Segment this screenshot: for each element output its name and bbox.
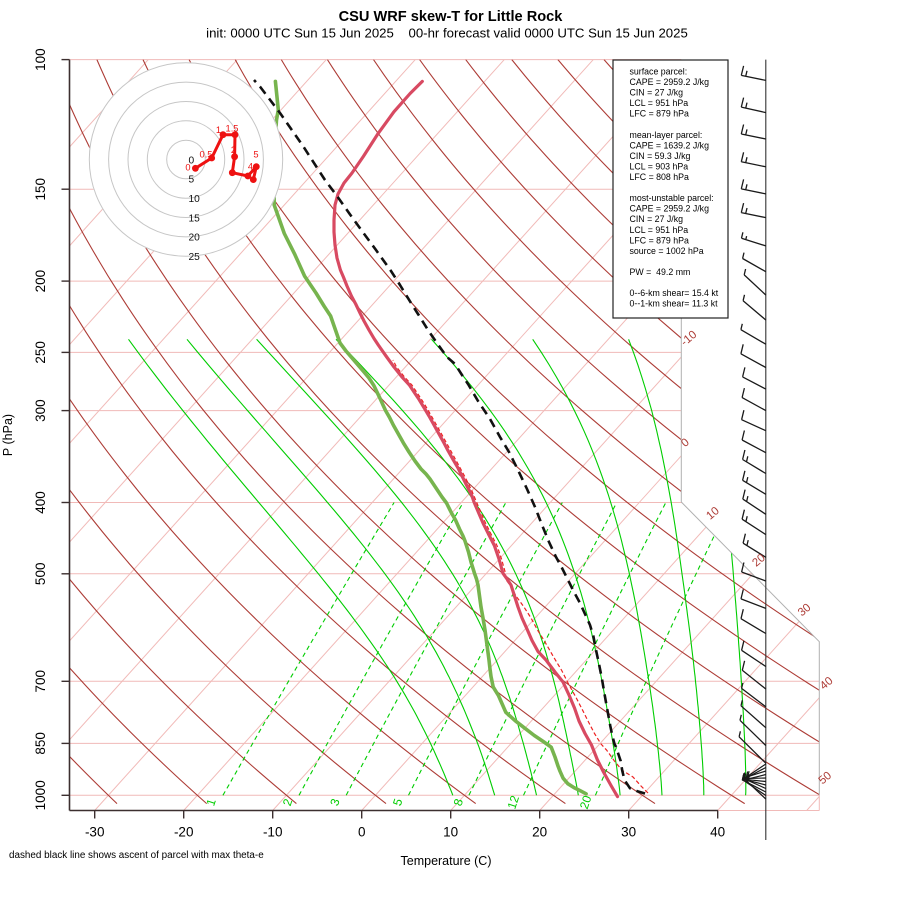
- svg-text:100: 100: [33, 48, 48, 71]
- svg-text:P (hPa): P (hPa): [1, 414, 15, 456]
- svg-text:0: 0: [185, 163, 190, 173]
- svg-text:300: 300: [33, 399, 48, 422]
- svg-text:most-unstable parcel:: most-unstable parcel:: [630, 193, 714, 203]
- svg-text:LCL = 951 hPa: LCL = 951 hPa: [630, 98, 689, 108]
- svg-text:0: 0: [358, 825, 366, 840]
- svg-text:1: 1: [203, 797, 218, 808]
- svg-text:-30: -30: [85, 825, 105, 840]
- svg-text:init: 0000 UTC Sun 15 Jun 2025: init: 0000 UTC Sun 15 Jun 2025 00-hr for…: [206, 26, 688, 41]
- svg-text:PW = 49.2 mm: PW = 49.2 mm: [630, 267, 691, 277]
- svg-text:20: 20: [577, 793, 595, 810]
- svg-text:2: 2: [280, 797, 295, 808]
- svg-text:5: 5: [390, 797, 405, 808]
- svg-text:0.5: 0.5: [200, 150, 213, 160]
- svg-text:5: 5: [189, 175, 195, 186]
- svg-text:source = 1002 hPa: source = 1002 hPa: [630, 246, 704, 256]
- svg-text:dashed black line shows ascent: dashed black line shows ascent of parcel…: [9, 850, 264, 861]
- svg-text:LFC = 879 hPa: LFC = 879 hPa: [630, 109, 690, 119]
- svg-text:20: 20: [532, 825, 547, 840]
- svg-text:5: 5: [253, 150, 258, 160]
- svg-text:CAPE = 2959.2 J/kg: CAPE = 2959.2 J/kg: [630, 204, 710, 214]
- svg-text:25: 25: [189, 252, 201, 263]
- svg-text:LCL = 903 hPa: LCL = 903 hPa: [630, 162, 689, 172]
- svg-text:15: 15: [189, 213, 201, 224]
- svg-text:-10: -10: [263, 825, 283, 840]
- svg-text:250: 250: [33, 341, 48, 364]
- svg-text:4: 4: [248, 162, 253, 172]
- svg-text:CAPE = 2959.2 J/kg: CAPE = 2959.2 J/kg: [630, 77, 710, 87]
- svg-text:LFC = 808 hPa: LFC = 808 hPa: [630, 172, 690, 182]
- svg-text:150: 150: [33, 178, 48, 201]
- svg-text:12: 12: [505, 793, 523, 810]
- svg-text:LCL = 951 hPa: LCL = 951 hPa: [630, 225, 689, 235]
- svg-text:700: 700: [33, 670, 48, 693]
- svg-text:0: 0: [189, 155, 195, 166]
- svg-text:1: 1: [216, 125, 221, 135]
- svg-text:20: 20: [189, 233, 201, 244]
- svg-text:850: 850: [33, 732, 48, 755]
- svg-text:10: 10: [189, 194, 201, 205]
- svg-text:1000: 1000: [33, 780, 48, 810]
- svg-text:0--6-km shear= 15.4 kt: 0--6-km shear= 15.4 kt: [630, 288, 719, 298]
- svg-text:8: 8: [451, 797, 466, 808]
- svg-text:CIN = 27 J/kg: CIN = 27 J/kg: [630, 88, 684, 98]
- svg-text:mean-layer parcel:: mean-layer parcel:: [630, 130, 703, 140]
- svg-text:400: 400: [33, 491, 48, 514]
- svg-text:10: 10: [443, 825, 458, 840]
- svg-text:1.5: 1.5: [226, 124, 239, 134]
- svg-text:30: 30: [621, 825, 636, 840]
- svg-text:LFC = 879 hPa: LFC = 879 hPa: [630, 235, 690, 245]
- svg-text:CIN = 59.3 J/kg: CIN = 59.3 J/kg: [630, 151, 691, 161]
- svg-text:200: 200: [33, 270, 48, 293]
- svg-text:-20: -20: [174, 825, 194, 840]
- svg-text:CSU WRF skew-T for Little Rock: CSU WRF skew-T for Little Rock: [339, 9, 564, 25]
- svg-text:surface parcel:: surface parcel:: [630, 67, 688, 77]
- svg-text:3: 3: [327, 797, 342, 808]
- svg-text:CIN = 27 J/kg: CIN = 27 J/kg: [630, 214, 684, 224]
- svg-text:CAPE = 1639.2 J/kg: CAPE = 1639.2 J/kg: [630, 140, 710, 150]
- svg-text:500: 500: [33, 563, 48, 586]
- svg-text:40: 40: [710, 825, 725, 840]
- svg-text:0--1-km shear= 11.3 kt: 0--1-km shear= 11.3 kt: [630, 299, 719, 309]
- svg-text:Temperature (C): Temperature (C): [401, 854, 492, 868]
- svg-text:2: 2: [231, 145, 236, 155]
